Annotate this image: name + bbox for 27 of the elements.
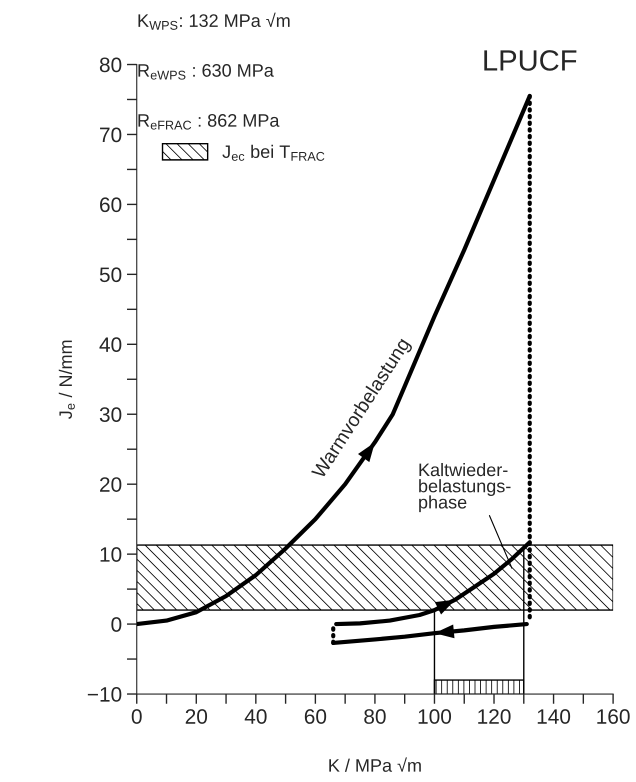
x-tick-label: 80 — [364, 709, 386, 724]
y-tick-label: 0 — [111, 617, 122, 632]
y-tick-label: 40 — [99, 337, 122, 352]
x-tick-label: 120 — [478, 709, 511, 724]
y-tick-label: 80 — [100, 58, 122, 72]
annotation: Kaltwieder- belastungs- phase — [419, 462, 511, 512]
text: K$_{WPS}$: 132 MPa √m — [138, 12, 290, 30]
y-tick-label: 60 — [100, 197, 122, 212]
y-tick-label: 10 — [100, 547, 122, 562]
y-axis-title: J$_{e}$ / N/mm — [58, 340, 75, 419]
y-tick-label: −10 — [88, 687, 122, 702]
x-tick-label: 0 — [132, 709, 142, 724]
y-tick-label: 50 — [100, 267, 122, 282]
y-tick-label: 70 — [100, 127, 122, 142]
x-tick-label: 160 — [597, 709, 630, 724]
annotation: LPUCF — [484, 50, 576, 71]
y-tick-label: 30 — [100, 407, 122, 422]
annotation: R$_{eFRAC}$ : 862 MPa — [138, 114, 280, 130]
x-tick-label: 60 — [304, 709, 326, 724]
x-tick-label: 20 — [186, 709, 208, 724]
x-tick-label: 40 — [244, 709, 267, 724]
y-tick-label: 20 — [100, 477, 122, 492]
legend-label: J$_{ec}$ bei T$_{FRAC}$ — [222, 144, 324, 161]
x-tick-label: 140 — [538, 709, 570, 724]
x-axis-title: K / MPa √m — [329, 757, 421, 772]
x-tick-label: 100 — [418, 709, 452, 724]
annotation: R$_{eWPS}$ : 630 MPa — [138, 64, 274, 80]
